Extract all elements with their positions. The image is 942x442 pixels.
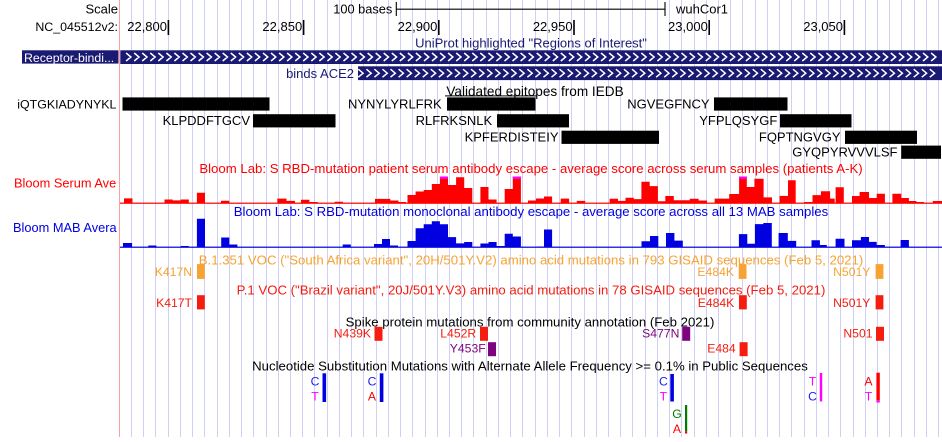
svg-text:23,000: 23,000: [668, 19, 708, 34]
svg-text:T: T: [809, 374, 817, 388]
svg-text:C: C: [659, 374, 668, 388]
svg-text:Bloom MAB Avera: Bloom MAB Avera: [13, 220, 117, 235]
svg-text:Y453F: Y453F: [450, 342, 486, 356]
svg-text:Bloom Serum Ave: Bloom Serum Ave: [14, 176, 116, 191]
svg-text:K417N: K417N: [155, 265, 192, 279]
svg-text:NGVEGFNCY: NGVEGFNCY: [627, 96, 710, 111]
svg-text:N439K: N439K: [334, 327, 371, 341]
svg-text:N501: N501: [843, 327, 872, 341]
svg-text:E484: E484: [707, 342, 736, 356]
svg-text:C: C: [368, 374, 377, 388]
svg-text:N501Y: N501Y: [833, 296, 870, 310]
svg-text:G: G: [672, 407, 681, 421]
svg-text:B.1.351 VOC ("South Africa var: B.1.351 VOC ("South Africa variant", 20H…: [199, 253, 863, 268]
svg-text:KLPDDFTGCV: KLPDDFTGCV: [163, 113, 251, 128]
svg-text:E484K: E484K: [698, 296, 735, 310]
svg-text:22,850: 22,850: [262, 19, 302, 34]
svg-text:N501Y: N501Y: [833, 265, 870, 279]
svg-text:C: C: [311, 374, 320, 388]
svg-text:L452R: L452R: [440, 327, 476, 341]
svg-text:T: T: [311, 390, 319, 404]
svg-text:YFPLQSYGF: YFPLQSYGF: [699, 113, 777, 128]
svg-text:T: T: [660, 390, 668, 404]
svg-text:22,800: 22,800: [127, 19, 167, 34]
svg-text:Receptor-bindi...: Receptor-bindi...: [24, 51, 114, 65]
svg-text:A: A: [864, 374, 873, 388]
svg-text:wuhCor1: wuhCor1: [675, 2, 728, 17]
svg-text:Spike protein mutations from c: Spike protein mutations from community a…: [346, 315, 715, 330]
svg-text:Nucleotide Substitution Mutati: Nucleotide Substitution Mutations with A…: [252, 358, 808, 373]
svg-text:Scale: Scale: [85, 2, 118, 17]
svg-text:P.1 VOC ("Brazil variant", 20J: P.1 VOC ("Brazil variant", 20J/501Y.V3) …: [237, 282, 826, 297]
svg-text:K417T: K417T: [156, 296, 192, 310]
svg-text:KPFERDISTEIY: KPFERDISTEIY: [465, 130, 559, 145]
svg-text:Bloom Lab: S RBD-mutation mono: Bloom Lab: S RBD-mutation monoclonal ant…: [234, 204, 829, 219]
svg-text:Validated epitopes from IEDB: Validated epitopes from IEDB: [446, 84, 623, 99]
svg-text:A: A: [673, 422, 682, 436]
svg-text:Bloom Lab: S RBD-mutation pati: Bloom Lab: S RBD-mutation patient serum …: [199, 161, 862, 176]
svg-text:binds ACE2: binds ACE2: [286, 66, 354, 81]
svg-text:A: A: [368, 390, 377, 404]
svg-text:RLFRKSNLK: RLFRKSNLK: [416, 113, 493, 128]
svg-text:UniProt highlighted "Regions o: UniProt highlighted "Regions of Interest…: [415, 35, 647, 50]
svg-text:NYNYLYRLFRK: NYNYLYRLFRK: [348, 96, 442, 111]
svg-text:E484K: E484K: [697, 265, 734, 279]
svg-text:S477N: S477N: [642, 327, 679, 341]
svg-text:FQPTNGVGY: FQPTNGVGY: [759, 130, 841, 145]
svg-text:22,900: 22,900: [398, 19, 438, 34]
svg-text:T: T: [865, 390, 873, 404]
svg-text:C: C: [808, 390, 817, 404]
svg-text:100 bases: 100 bases: [333, 2, 392, 17]
svg-text:23,050: 23,050: [803, 19, 843, 34]
svg-text:NC_045512v2:: NC_045512v2:: [35, 20, 118, 34]
svg-text:GYQPYRVVVLSF: GYQPYRVVVLSF: [792, 145, 897, 160]
svg-text:22,950: 22,950: [533, 19, 573, 34]
svg-text:iQTGKIADYNYKL: iQTGKIADYNYKL: [17, 97, 116, 111]
